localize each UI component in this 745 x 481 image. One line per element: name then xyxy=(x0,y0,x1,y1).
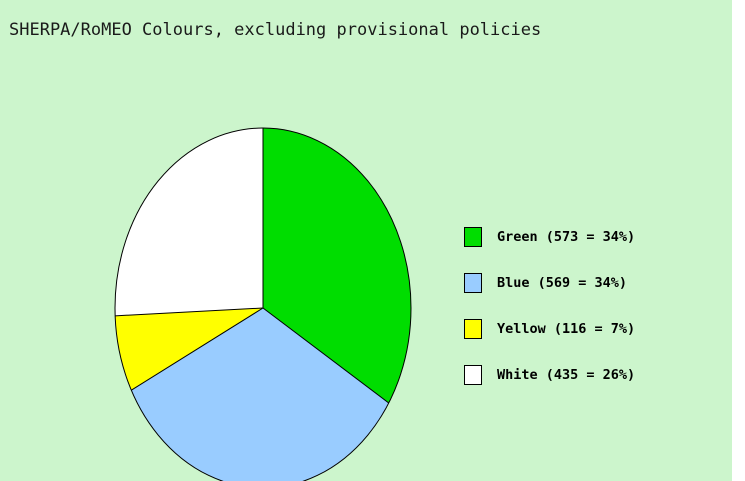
legend-item-blue: Blue (569 = 34%) xyxy=(464,271,635,294)
legend-label-yellow: Yellow (116 = 7%) xyxy=(497,320,636,337)
legend-label-blue: Blue (569 = 34%) xyxy=(497,274,628,291)
legend-label-green: Green (573 = 34%) xyxy=(497,228,636,245)
legend-swatch-yellow xyxy=(464,318,482,339)
legend-swatch-blue xyxy=(464,272,482,293)
legend-swatch-green xyxy=(464,226,482,247)
legend-item-green: Green (573 = 34%) xyxy=(464,225,635,248)
pie-outline xyxy=(114,127,412,481)
legend-item-white: White (435 = 26%) xyxy=(464,363,635,386)
chart-title: SHERPA/RoMEO Colours, excluding provisio… xyxy=(9,20,542,40)
legend-swatch-white xyxy=(464,364,482,385)
pie-slice-white xyxy=(114,128,264,316)
slice-divider-white xyxy=(115,307,264,317)
slice-divider-yellow xyxy=(131,307,264,391)
pie-slice-yellow xyxy=(115,308,263,391)
legend: Green (573 = 34%) Blue (569 = 34%) Yellow … xyxy=(464,225,635,409)
pie-slice-blue xyxy=(131,308,389,481)
pie-slice-green xyxy=(263,128,412,403)
slice-divider-blue xyxy=(262,307,390,404)
legend-label-white: White (435 = 26%) xyxy=(497,366,636,383)
legend-item-yellow: Yellow (116 = 7%) xyxy=(464,317,635,340)
